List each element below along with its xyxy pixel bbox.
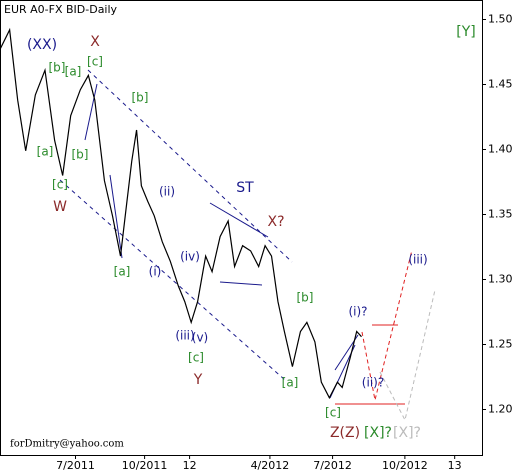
wave-label: Y [193,372,203,388]
forecast-line [361,249,413,401]
x-tick-label: 7/2012 [313,459,352,472]
wave-label: X [90,34,100,50]
plot-frame [0,0,483,456]
wave-label: Z(Z) [330,425,360,441]
wave-label: [a] [65,65,82,79]
y-tick-label: 1.25 [488,338,513,351]
y-tick-label: 1.40 [488,143,513,156]
y-tick-label: 1.45 [488,78,513,91]
wave-label: (v) [192,331,208,345]
wave-label: W [53,199,67,215]
wave-label: [b] [297,291,314,305]
x-tick-label: 10/2011 [122,459,168,472]
wave-label: (ii) [159,185,175,199]
wave-label: [a] [37,145,54,159]
wave-label: (i) [149,265,162,279]
wave-label: [c] [52,178,68,192]
wave-label: [b] [132,91,149,105]
y-tick-label: 1.50 [488,13,513,26]
y-tick-label: 1.20 [488,403,513,416]
wave-label: X? [267,214,284,230]
chart-title: EUR A0-FX BID-Daily [4,3,118,16]
wave-label: [a] [114,265,131,279]
wave-label: [a] [282,376,299,390]
channel-line [59,179,286,381]
wedge-line [84,83,98,141]
forecast-line [379,289,436,422]
wave-label: (ii)? [362,376,384,390]
wave-label: (iv) [180,250,200,264]
wave-label: [c] [87,55,103,69]
y-tick-label: 1.30 [488,273,513,286]
x-tick-label: 7/2011 [56,459,95,472]
x-tick-label: 12 [183,459,197,472]
y-tick-label: 1.35 [488,208,513,221]
wave-label: [c] [188,351,204,365]
wave-label: (iii) [175,329,194,343]
footer: forDmitry@yahoo.com [10,439,124,450]
wave-label: [b] [49,61,66,75]
x-tick-label: 10/2012 [382,459,428,472]
wave-label: (i)? [348,305,367,319]
wedge-line [109,174,123,259]
wave-label: [c] [325,406,341,420]
wave-label: [Y] [456,24,475,40]
wave-label: (iii) [408,253,427,267]
wave-label: ST [236,180,254,196]
wave-label: [b] [72,148,89,162]
x-tick-label: 4/2012 [251,459,290,472]
channel-line [87,69,293,263]
wedge-line [219,281,263,286]
wedge-line [209,202,269,238]
price-line [0,27,362,400]
wave-label: [X]? [393,425,421,441]
x-tick-label: 13 [448,459,462,472]
wave-label: [X]? [364,425,392,441]
wave-label: (XX) [27,37,57,53]
